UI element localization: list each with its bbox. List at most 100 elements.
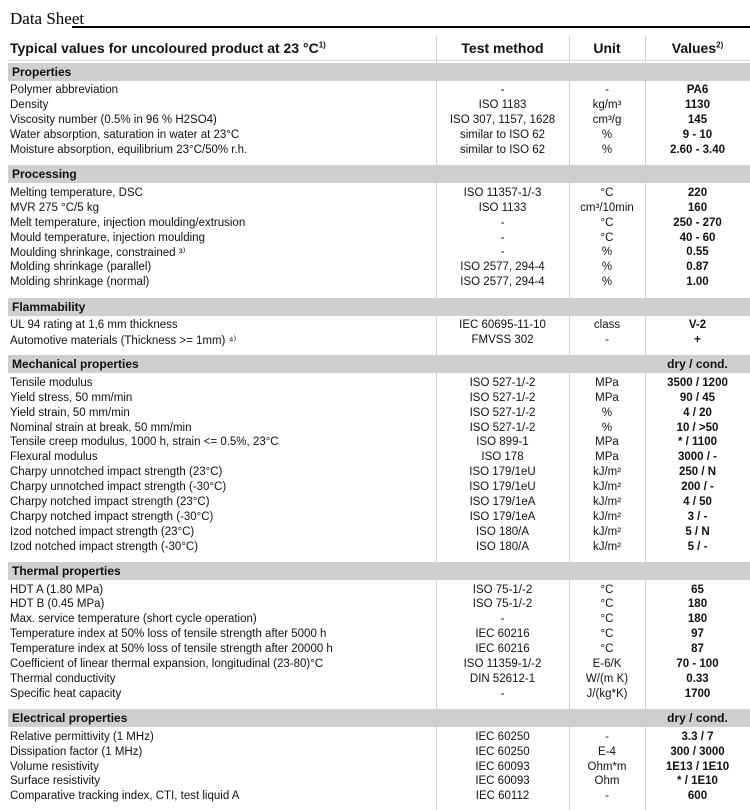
value: 97 bbox=[691, 628, 704, 641]
unit: MPa bbox=[595, 451, 619, 464]
test-method: ISO 1133 bbox=[478, 201, 527, 214]
property-name: Polymer abbreviation bbox=[10, 84, 119, 97]
section-electrical-properties: Electrical properties dry / cond. Relative… bbox=[8, 709, 750, 803]
table-row: Tensile modulus ISO 527-1/-2 MPa 3500 / 120… bbox=[8, 375, 750, 390]
unit: kJ/m² bbox=[592, 481, 622, 494]
test-method: ISO 527-1/-2 bbox=[469, 406, 536, 419]
data-table: Typical values for uncoloured product at… bbox=[8, 36, 750, 804]
section-header: Mechanical properties dry / cond. bbox=[8, 355, 750, 374]
value: 40 - 60 bbox=[679, 231, 716, 244]
value: 4 / 20 bbox=[683, 406, 712, 419]
section-rows: UL 94 rating at 1,6 mm thickness IEC 6069… bbox=[8, 316, 750, 348]
section-properties: Properties Polymer abbreviation - - PA6 Densi… bbox=[8, 63, 750, 157]
unit: Ohm*m bbox=[587, 760, 627, 773]
property-name: Melting temperature, DSC bbox=[10, 186, 143, 199]
test-method: IEC 60112 bbox=[475, 790, 530, 803]
property-name: Relative permittivity (1 MHz) bbox=[10, 730, 154, 743]
value: 250 - 270 bbox=[673, 216, 722, 229]
table-row: Dissipation factor (1 MHz) IEC 60250 E-4 30… bbox=[8, 744, 750, 759]
unit: kJ/m² bbox=[592, 510, 622, 523]
header-values: Values2) bbox=[645, 40, 750, 56]
value: 1130 bbox=[685, 99, 710, 112]
document-title: Data Sheet bbox=[10, 9, 85, 28]
test-method: - bbox=[500, 613, 505, 626]
section-mechanical-properties: Mechanical properties dry / cond. Tensile … bbox=[8, 355, 750, 554]
property-name: Tensile creep modulus, 1000 h, strain <=… bbox=[10, 436, 279, 449]
value: 250 / N bbox=[678, 466, 717, 479]
value: 1.00 bbox=[686, 276, 709, 289]
table-row: Surface resistivity IEC 60093 Ohm * / 1E10 bbox=[8, 774, 750, 789]
unit: class bbox=[593, 319, 621, 332]
table-row: Comparative tracking index, CTI, test li… bbox=[8, 789, 750, 804]
property-name: Charpy notched impact strength (-30°C) bbox=[10, 510, 214, 523]
property-name: Moulding shrinkage, constrained ³⁾ bbox=[10, 247, 186, 260]
value: 0.55 bbox=[686, 246, 709, 259]
column-divider bbox=[645, 36, 646, 810]
value: 87 bbox=[691, 643, 704, 656]
footnote-marker: 1) bbox=[318, 40, 326, 50]
unit: MPa bbox=[595, 376, 619, 389]
section-processing: Processing Melting temperature, DSC ISO 11… bbox=[8, 165, 750, 289]
section-header: Electrical properties dry / cond. bbox=[8, 709, 750, 728]
table-row: UL 94 rating at 1,6 mm thickness IEC 6069… bbox=[8, 318, 750, 333]
table-row: Molding shrinkage (normal) ISO 2577, 294-… bbox=[8, 275, 750, 290]
unit: °C bbox=[600, 643, 614, 656]
test-method: ISO 527-1/-2 bbox=[469, 391, 536, 404]
table-row: HDT A (1.80 MPa) ISO 75-1/-2 °C 65 bbox=[8, 582, 750, 597]
unit: MPa bbox=[595, 436, 619, 449]
unit: E-4 bbox=[598, 745, 616, 758]
table-row: Density ISO 1183 kg/m³ 1130 bbox=[8, 98, 750, 113]
section-suffix: dry / cond. bbox=[667, 357, 728, 372]
value: 3 / - bbox=[687, 510, 708, 523]
table-row: Automotive materials (Thickness >= 1mm) … bbox=[8, 333, 750, 348]
unit: % bbox=[601, 246, 613, 259]
unit: % bbox=[601, 406, 613, 419]
test-method: - bbox=[500, 231, 505, 244]
table-row: Specific heat capacity - J/(kg*K) 1700 bbox=[8, 686, 750, 701]
test-method: IEC 60695-11-10 bbox=[459, 319, 546, 332]
sections: Properties Polymer abbreviation - - PA6 Densi… bbox=[8, 63, 750, 804]
section-rows: Polymer abbreviation - - PA6 Density ISO 1183… bbox=[8, 81, 750, 157]
table-row: Izod notched impact strength (-30°C) ISO … bbox=[8, 539, 750, 554]
property-name: Moisture absorption, equilibrium 23°C/50… bbox=[10, 144, 248, 156]
value: 300 / 3000 bbox=[670, 745, 725, 758]
unit: °C bbox=[600, 186, 614, 199]
column-divider bbox=[436, 36, 437, 810]
table-row: Yield strain, 50 mm/min ISO 527-1/-2% 4 / … bbox=[8, 405, 750, 420]
property-name: Temperature index at 50% loss of tensile… bbox=[10, 628, 327, 641]
section-thermal-properties: Thermal properties HDT A (1.80 MPa) ISO 75… bbox=[8, 562, 750, 701]
value: 600 bbox=[687, 790, 708, 803]
test-method: IEC 60216 bbox=[475, 643, 530, 656]
test-method: FMVSS 302 bbox=[471, 334, 534, 347]
value: 145 bbox=[687, 114, 708, 127]
table-row: Charpy notched impact strength (-30°C) IS… bbox=[8, 509, 750, 524]
section-suffix: dry / cond. bbox=[667, 711, 728, 726]
value: 70 - 100 bbox=[676, 658, 719, 671]
test-method: IEC 60093 bbox=[475, 760, 530, 773]
unit: MPa bbox=[595, 391, 619, 404]
unit: - bbox=[605, 334, 609, 347]
value: 180 bbox=[687, 598, 708, 611]
table-row: Molding shrinkage (parallel) ISO 2577, 29… bbox=[8, 260, 750, 275]
value: 5 / N bbox=[685, 525, 710, 538]
test-method: ISO 11359-1/-2 bbox=[463, 658, 542, 671]
section-header: Processing bbox=[8, 165, 750, 184]
test-method: IEC 60216 bbox=[475, 628, 530, 641]
test-method: IEC 60250 bbox=[475, 745, 530, 758]
table-row: Temperature index at 50% loss of tensile… bbox=[8, 642, 750, 657]
unit: - bbox=[605, 84, 609, 97]
unit: °C bbox=[600, 598, 614, 611]
property-name: Mould temperature, injection moulding bbox=[10, 231, 205, 244]
property-name: Density bbox=[10, 99, 49, 112]
value: 9 - 10 bbox=[682, 129, 713, 142]
table-header: Typical values for uncoloured product at… bbox=[8, 36, 750, 61]
property-name: Viscosity number (0.5% in 96 % H2SO4) bbox=[10, 114, 217, 127]
value: 1700 bbox=[684, 687, 711, 700]
test-method: ISO 899-1 bbox=[476, 436, 529, 449]
test-method: ISO 178 bbox=[481, 451, 524, 464]
unit: % bbox=[601, 421, 613, 434]
value: 220 bbox=[687, 186, 708, 199]
test-method: ISO 2577, 294-4 bbox=[460, 276, 545, 289]
unit: °C bbox=[600, 216, 614, 229]
value: 10 / >50 bbox=[676, 421, 719, 434]
